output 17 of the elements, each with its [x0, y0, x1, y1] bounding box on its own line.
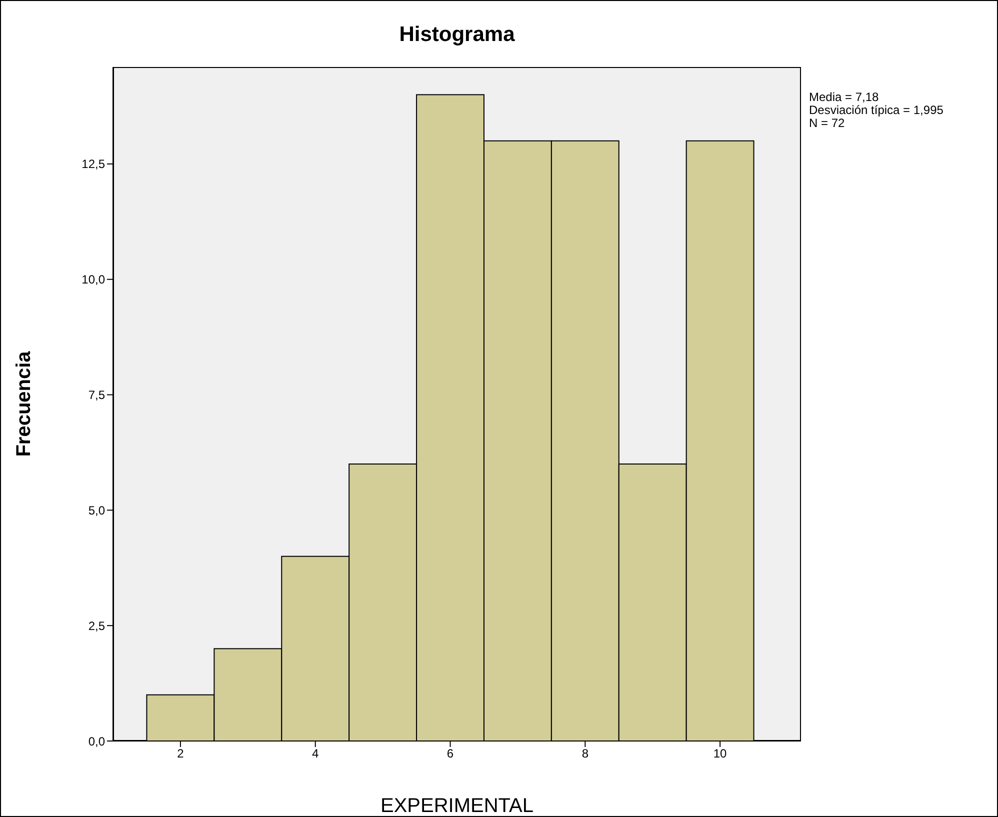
x-tick-label: 10 — [713, 746, 728, 761]
chart-title: Histograma — [398, 23, 516, 47]
text: Desviación típica = 1,995 — [809, 103, 944, 117]
y-tick-label: 5,0 — [88, 503, 106, 518]
x-axis-title: EXPERIMENTAL — [380, 795, 534, 817]
y-tick-label: 12,5 — [82, 157, 106, 172]
y-tick-label: 7,5 — [88, 388, 106, 402]
x-tick-label: 4 — [312, 746, 320, 761]
y-axis-title: Frecuencia — [13, 350, 36, 457]
x-tick-label: 8 — [582, 746, 589, 761]
y-tick-label: 10,0 — [82, 272, 106, 287]
y-tick-label: 2,5 — [88, 618, 106, 633]
text: Media = 7,18 — [809, 90, 880, 104]
y-tick-label: 0,0 — [88, 734, 106, 748]
x-tick-label: 2 — [177, 746, 184, 761]
text: N = 72 — [809, 116, 846, 130]
x-tick-label: 6 — [446, 746, 454, 761]
